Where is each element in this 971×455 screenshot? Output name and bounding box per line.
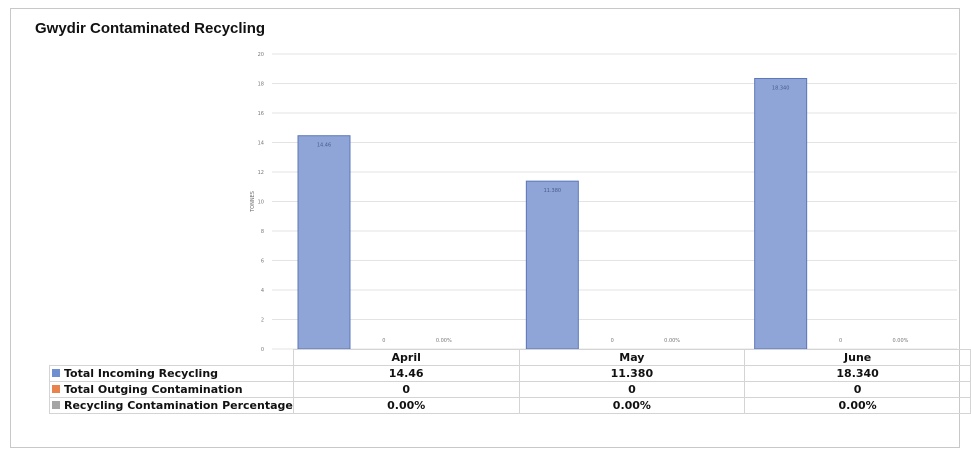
table-row-outgoing: Total Outging Contamination 0 0 0 [49, 381, 971, 398]
y-tick-label-16: 16 [258, 111, 264, 117]
cell-percentage-may: 0.00% [518, 397, 746, 414]
data-label-june-outgoing: 0 [839, 338, 842, 344]
data-label-june-percentage: 0.00% [893, 338, 909, 344]
cell-outgoing-may: 0 [518, 381, 746, 398]
data-label-april-percentage: 0.00% [436, 338, 452, 344]
data-label-may-incoming: 11.380 [544, 188, 562, 194]
legend-label-incoming: Total Incoming Recycling [64, 367, 219, 380]
y-tick-label-12: 12 [258, 170, 264, 176]
y-tick-label-14: 14 [258, 141, 264, 147]
cell-outgoing-june: 0 [744, 381, 971, 398]
data-label-april-outgoing: 0 [382, 338, 385, 344]
legend-entry-incoming: Total Incoming Recycling [49, 365, 294, 382]
cell-percentage-april: 0.00% [292, 397, 520, 414]
bar-june-incoming [754, 77, 808, 350]
y-tick-label-20: 20 [258, 52, 264, 58]
y-tick-label-10: 10 [258, 200, 264, 206]
data-label-april-incoming: 14.46 [317, 143, 331, 149]
cell-outgoing-april: 0 [292, 381, 520, 398]
data-label-may-outgoing: 0 [611, 338, 614, 344]
data-label-may-percentage: 0.00% [664, 338, 680, 344]
legend-key-incoming [52, 369, 60, 377]
data-table-corner [49, 349, 294, 366]
cell-incoming-april: 14.46 [292, 365, 520, 382]
legend-label-percentage: Recycling Contamination Percentage [64, 399, 293, 412]
bar-may-incoming [525, 180, 579, 350]
y-axis-label: TONNES [250, 191, 256, 213]
cell-incoming-may: 11.380 [518, 365, 746, 382]
legend-entry-percentage: Recycling Contamination Percentage [49, 397, 294, 414]
legend-label-outgoing: Total Outging Contamination [64, 383, 243, 396]
data-table-header-row: April May June [49, 349, 971, 366]
legend-key-percentage [52, 401, 60, 409]
category-label-may: May [518, 349, 746, 366]
bar-april-incoming [297, 135, 351, 350]
y-tick-label-8: 8 [261, 229, 264, 235]
table-row-percentage: Recycling Contamination Percentage 0.00%… [49, 397, 971, 414]
category-label-june: June [744, 349, 971, 366]
legend-entry-outgoing: Total Outging Contamination [49, 381, 294, 398]
y-tick-label-4: 4 [261, 288, 264, 294]
table-row-incoming: Total Incoming Recycling 14.46 11.380 18… [49, 365, 971, 382]
category-label-april: April [292, 349, 520, 366]
y-tick-label-6: 6 [261, 259, 264, 265]
data-label-june-incoming: 18.340 [772, 85, 790, 91]
chart-title: Gwydir Contaminated Recycling [35, 20, 266, 37]
cell-incoming-june: 18.340 [744, 365, 971, 382]
data-table: April May June Total Incoming Recycling … [49, 349, 971, 414]
cell-percentage-june: 0.00% [744, 397, 971, 414]
y-tick-label-2: 2 [261, 318, 264, 324]
y-tick-label-18: 18 [258, 82, 264, 88]
legend-key-outgoing [52, 385, 60, 393]
